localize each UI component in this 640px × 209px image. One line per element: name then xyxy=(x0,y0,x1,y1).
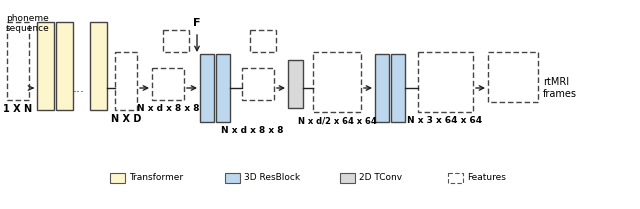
Bar xyxy=(90,22,107,110)
Bar xyxy=(200,54,214,122)
Text: 3D ResBlock: 3D ResBlock xyxy=(244,173,300,182)
Text: N X D: N X D xyxy=(111,114,141,124)
Text: ...: ... xyxy=(73,82,85,94)
Bar xyxy=(37,22,54,110)
Text: N x d x 8 x 8: N x d x 8 x 8 xyxy=(221,126,284,135)
Bar xyxy=(488,52,538,102)
Bar xyxy=(340,173,355,183)
Bar xyxy=(288,60,303,108)
Bar xyxy=(56,22,73,110)
Bar xyxy=(7,22,29,100)
Text: Features: Features xyxy=(467,173,506,182)
Bar xyxy=(225,173,240,183)
Text: N x d/2 x 64 x 64: N x d/2 x 64 x 64 xyxy=(298,116,376,125)
Text: N x 3 x 64 x 64: N x 3 x 64 x 64 xyxy=(408,116,483,125)
Bar xyxy=(242,68,274,100)
Text: rtMRI
frames: rtMRI frames xyxy=(543,77,577,99)
Bar xyxy=(313,52,361,112)
Bar xyxy=(391,54,405,122)
Bar xyxy=(448,173,463,183)
Text: F: F xyxy=(193,18,201,28)
Bar xyxy=(115,52,137,110)
Text: Transformer: Transformer xyxy=(129,173,183,182)
Bar xyxy=(250,30,276,52)
Bar xyxy=(163,30,189,52)
Text: phoneme
sequence: phoneme sequence xyxy=(6,14,50,33)
Bar xyxy=(375,54,389,122)
Bar xyxy=(216,54,230,122)
Text: N x d x 8 x 8: N x d x 8 x 8 xyxy=(137,104,199,113)
Bar xyxy=(110,173,125,183)
Bar xyxy=(418,52,473,112)
Text: 1 X N: 1 X N xyxy=(3,104,33,114)
Bar xyxy=(152,68,184,100)
Text: 2D TConv: 2D TConv xyxy=(359,173,402,182)
